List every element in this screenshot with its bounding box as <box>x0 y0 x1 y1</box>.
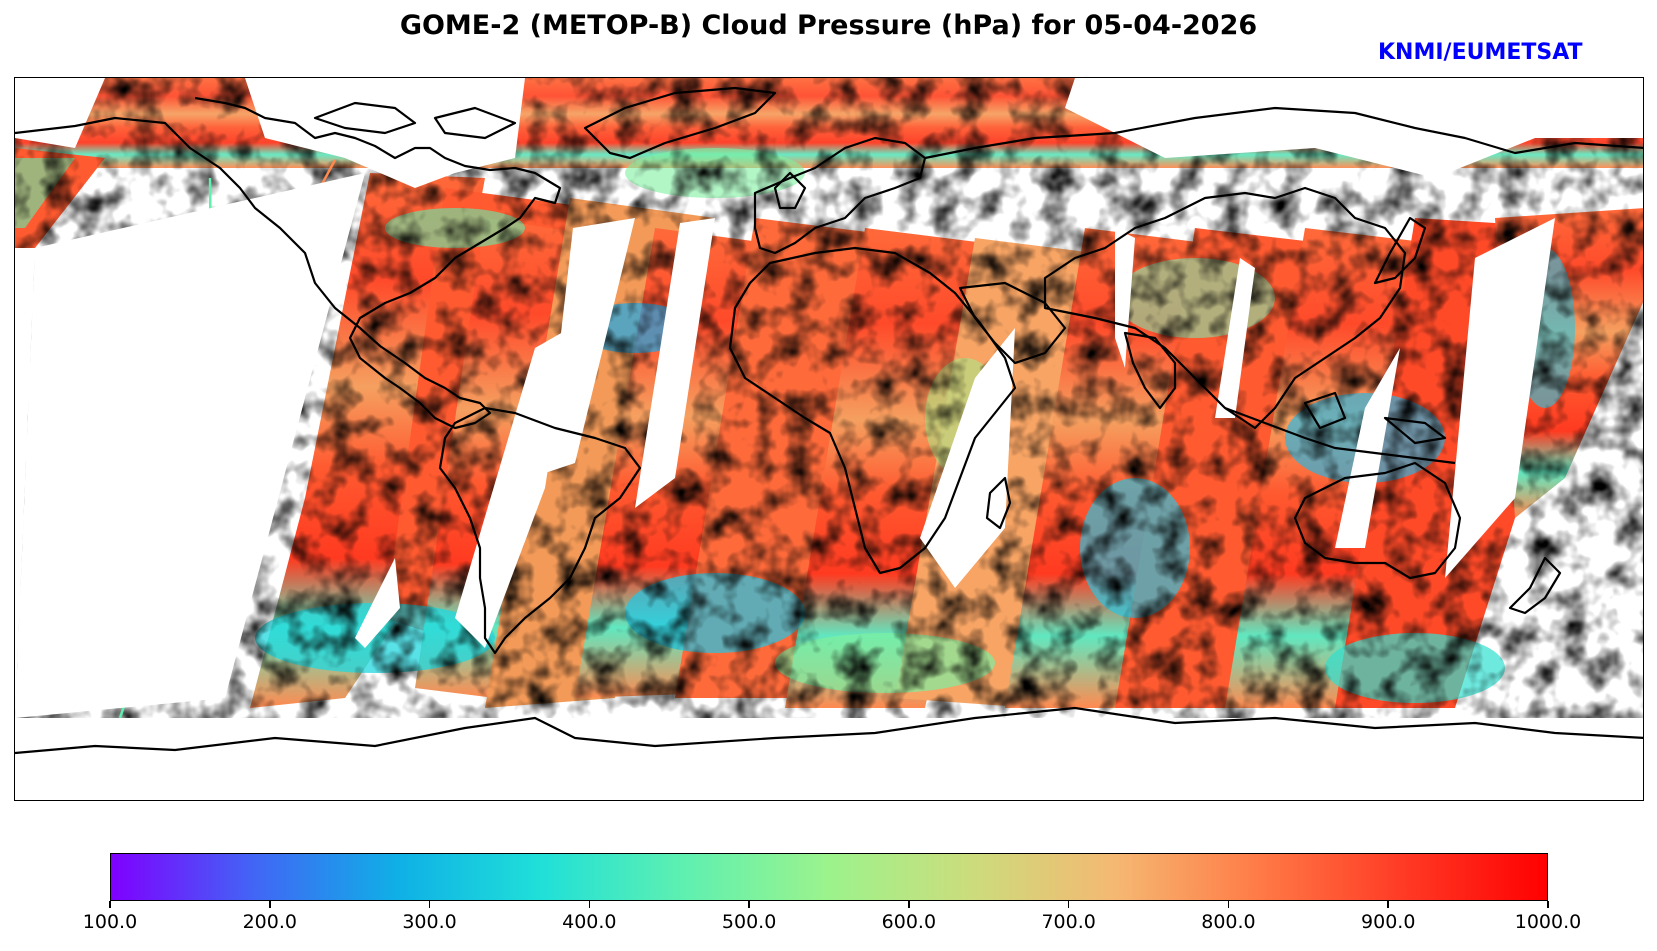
coastline-indonesia <box>1224 391 1456 465</box>
colorbar-tick <box>1547 901 1549 908</box>
colorbar-tick-label: 900.0 <box>1361 911 1416 933</box>
coastline-uk <box>773 171 807 210</box>
colorbar-tick <box>428 901 431 908</box>
coastline-europe <box>753 136 927 255</box>
colorbar-tick-label: 400.0 <box>562 911 617 933</box>
coastline-antarctica <box>15 706 1643 755</box>
coastline-greenland <box>583 86 777 160</box>
colorbar <box>110 853 1548 901</box>
colorbar-tick <box>588 901 591 908</box>
coastline-new-zealand <box>1508 556 1562 615</box>
coastline-africa <box>728 246 1017 575</box>
colorbar-tick <box>748 901 750 908</box>
coastline-india <box>1123 331 1177 410</box>
colorbar-tick-label: 500.0 <box>721 911 777 933</box>
coastline-south-america <box>438 406 642 655</box>
chart-title: GOME-2 (METOP-B) Cloud Pressure (hPa) fo… <box>399 10 1258 41</box>
colorbar-tick-label: 200.0 <box>242 911 297 933</box>
credit-label: KNMI/EUMETSAT <box>1378 40 1583 65</box>
colorbar-tick-label: 1000.0 <box>1514 911 1582 933</box>
colorbar-tick-label: 600.0 <box>881 911 937 933</box>
colorbar-tick <box>269 901 271 908</box>
cloud-pressure-swaths <box>15 78 1643 800</box>
colorbar-tick-label: 100.0 <box>82 911 138 933</box>
coastline-canadian-arctic <box>313 101 517 140</box>
colorbar-tick <box>109 901 111 908</box>
coastline-north-america <box>15 96 562 430</box>
colorbar-tick <box>1227 901 1230 908</box>
colorbar-tick-label: 800.0 <box>1201 911 1256 933</box>
coastline-asia <box>924 106 1643 430</box>
colorbar-tick <box>1067 901 1070 908</box>
orbit-gaps <box>15 78 1643 800</box>
colorbar-tick <box>1387 901 1389 908</box>
map-canvas <box>15 78 1643 800</box>
colorbar-tick <box>908 901 910 908</box>
coastline-japan <box>1373 216 1427 285</box>
coastline-madagascar <box>985 476 1012 530</box>
colorbar-tick-label: 700.0 <box>1041 911 1096 933</box>
coastline-arabia <box>958 281 1067 365</box>
coastlines <box>15 86 1643 755</box>
coastline-australia <box>1293 461 1462 580</box>
colorbar-tick-label: 300.0 <box>402 911 457 933</box>
map-panel[interactable] <box>14 77 1644 801</box>
